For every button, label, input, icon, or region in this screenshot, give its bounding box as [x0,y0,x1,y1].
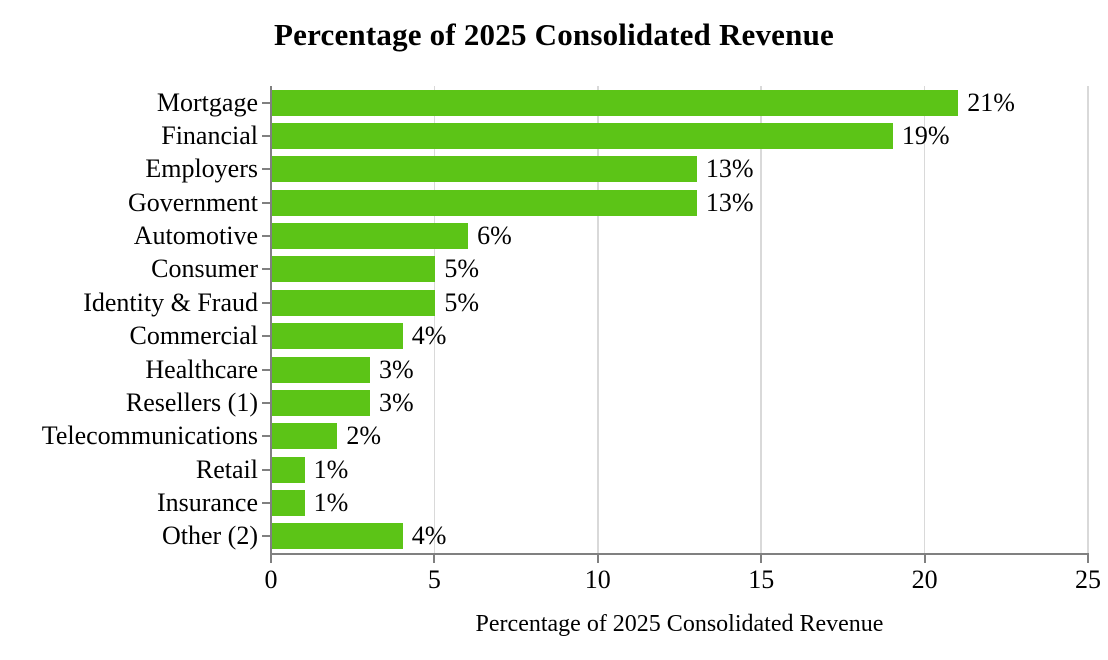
bar-value-label: 1% [313,487,349,517]
bar-value-label: 5% [444,287,480,317]
category-label: Employers [145,154,258,184]
bar-retail [272,456,305,483]
bar-value-label: 3% [379,387,414,417]
x-tick-mark-5 [433,555,436,563]
y-tick-mark [262,135,271,138]
bar-insurance [272,489,305,516]
category-label: Consumer [151,254,258,284]
bar-telecommunications [272,423,338,450]
category-label: Other (2) [161,521,258,551]
category-label: Financial [161,121,258,151]
y-tick-mark [262,168,271,171]
x-tick-mark-10 [596,555,599,563]
category-label: Mortgage [156,87,258,117]
x-tick-label-15: 15 [748,565,775,594]
bar-value-label: 6% [477,221,512,251]
category-label: Telecommunications [41,421,258,451]
bar-value-label: 2% [346,421,382,451]
x-axis-line [270,553,1089,555]
y-tick-mark [262,101,271,104]
bar-value-label: 4% [411,521,447,551]
bar-value-label: 3% [379,354,414,384]
y-tick-mark [262,201,271,204]
chart-title: Percentage of 2025 Consolidated Revenue [274,17,834,52]
y-tick-mark [262,335,271,338]
y-tick-mark [262,301,271,304]
bar-value-label: 13% [705,154,754,184]
y-tick-mark [262,368,271,371]
bar-other-2 [272,523,403,550]
y-tick-mark [262,268,271,271]
category-label: Government [128,187,258,217]
category-label: Resellers (1) [125,387,258,417]
category-label: Automotive [133,221,258,251]
x-axis-label: Percentage of 2025 Consolidated Revenue [475,611,884,637]
gridline-x5 [433,86,436,553]
y-tick-mark [262,235,271,238]
bar-value-label: 13% [705,187,754,217]
x-tick-mark-20 [923,555,926,563]
category-label: Healthcare [145,354,258,384]
bar-commercial [272,323,403,350]
y-tick-mark [262,501,271,504]
gridline-x20 [923,86,926,553]
gridline-x10 [597,86,599,553]
x-tick-mark-0 [270,555,272,563]
x-tick-label-0: 0 [264,565,278,594]
y-tick-mark [262,435,271,438]
bar-value-label: 1% [313,454,349,484]
bar-healthcare [272,356,371,383]
bar-mortgage [272,89,959,116]
gridline-x25 [1087,86,1089,553]
bar-employers [272,156,697,183]
bar-identity-fraud [272,289,436,316]
bar-government [272,189,697,216]
bar-value-label: 19% [901,121,950,151]
category-label: Retail [195,454,258,484]
x-tick-mark-25 [1087,555,1089,563]
category-label: Commercial [129,321,258,351]
x-tick-label-25: 25 [1075,565,1101,594]
gridline-x15 [760,86,762,553]
category-label: Insurance [156,487,258,517]
x-tick-mark-15 [760,555,763,563]
bar-automotive [272,223,469,250]
bar-financial [272,123,893,150]
y-axis-spine [270,86,272,553]
bar-value-label: 4% [411,321,447,351]
bar-consumer [272,256,436,283]
y-tick-mark [262,468,271,471]
bar-value-label: 5% [444,254,480,284]
y-tick-mark [262,535,271,538]
category-label: Identity & Fraud [83,287,258,317]
x-tick-label-20: 20 [911,565,938,594]
bar-value-label: 21% [967,87,1015,117]
x-tick-label-10: 10 [584,565,611,594]
x-tick-label-5: 5 [427,565,441,594]
bar-resellers-1 [272,389,371,416]
y-tick-mark [262,401,271,404]
